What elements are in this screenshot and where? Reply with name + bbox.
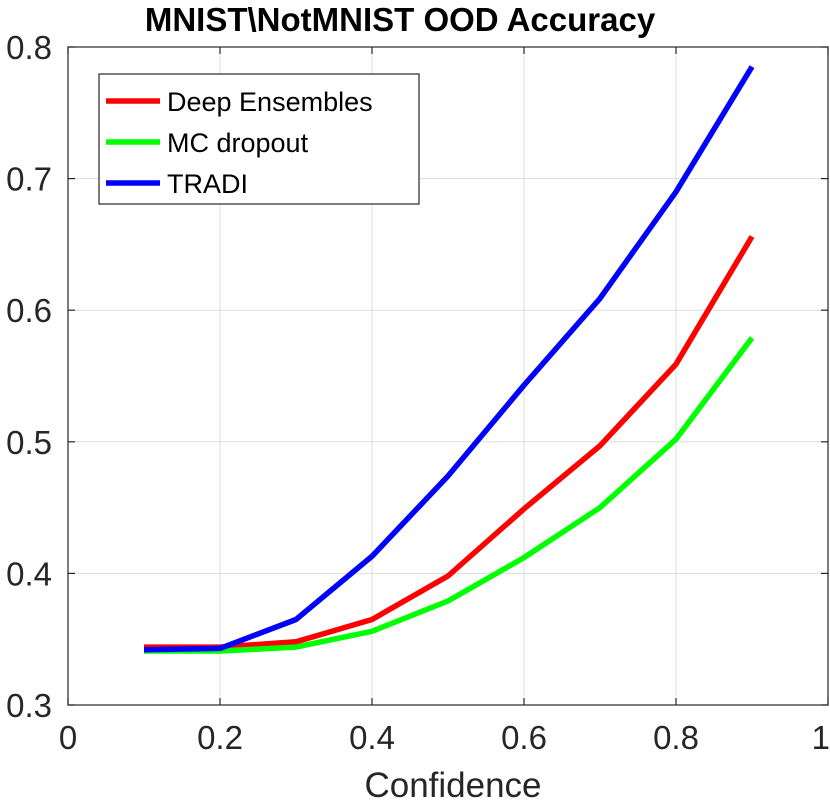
series-line-tradi <box>143 65 755 653</box>
series-lines <box>143 65 755 654</box>
legend-label: Deep Ensembles <box>167 87 373 117</box>
y-tick-label: 0.6 <box>6 292 52 329</box>
y-tick-label: 0.4 <box>6 555 52 592</box>
y-tick-label: 0.3 <box>6 687 52 724</box>
y-tick-label: 0.7 <box>6 161 52 198</box>
series-line-mc-dropout <box>144 336 755 654</box>
series-line-deep-ensembles <box>144 235 755 650</box>
x-tick-label: 0.2 <box>197 719 243 756</box>
chart-title: MNIST\NotMNIST OOD Accuracy <box>145 1 656 38</box>
x-tick-label: 0 <box>59 719 77 756</box>
axis-ticks: 0 0.2 0.4 0.6 0.8 1 0.3 0.4 0.5 0.6 0.7 0.8 <box>6 29 830 756</box>
x-axis-label: Confidence <box>364 766 541 803</box>
y-tick-label: 0.5 <box>6 424 52 461</box>
y-tick-label: 0.8 <box>6 29 52 66</box>
legend-label: MC dropout <box>167 128 309 158</box>
legend: Deep Ensembles MC dropout TRADI <box>98 73 420 205</box>
x-tick-label: 1 <box>812 719 830 756</box>
x-tick-label: 0.4 <box>349 719 395 756</box>
x-tick-label: 0.8 <box>653 719 699 756</box>
legend-label: TRADI <box>167 169 248 199</box>
axes-box <box>67 46 829 706</box>
x-tick-label: 0.6 <box>501 719 547 756</box>
